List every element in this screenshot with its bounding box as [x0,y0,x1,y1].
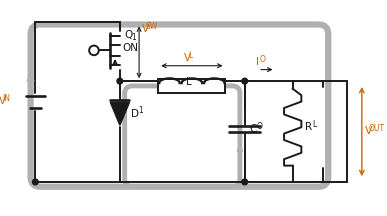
Text: V: V [365,126,372,136]
Text: L: L [188,51,192,60]
Text: O: O [256,122,262,131]
Text: IN: IN [3,94,11,103]
Text: L: L [312,120,316,129]
Text: D: D [132,109,139,119]
Text: ON: ON [123,43,139,54]
Text: O: O [260,54,266,64]
Polygon shape [110,102,130,125]
Text: C: C [250,124,257,134]
Text: V: V [142,24,149,34]
Circle shape [242,78,248,84]
Text: SW: SW [146,22,158,31]
Circle shape [33,179,38,185]
Circle shape [242,179,248,185]
Bar [158,79,226,93]
Circle shape [117,78,123,84]
Text: L: L [186,77,192,87]
Text: OUT: OUT [369,124,385,133]
Text: V: V [184,53,191,63]
Text: I: I [256,57,259,67]
Text: Q: Q [125,30,133,40]
Text: V: V [0,96,6,106]
Text: 1: 1 [131,33,136,42]
Text: R: R [305,122,312,132]
Text: 1: 1 [138,106,143,115]
